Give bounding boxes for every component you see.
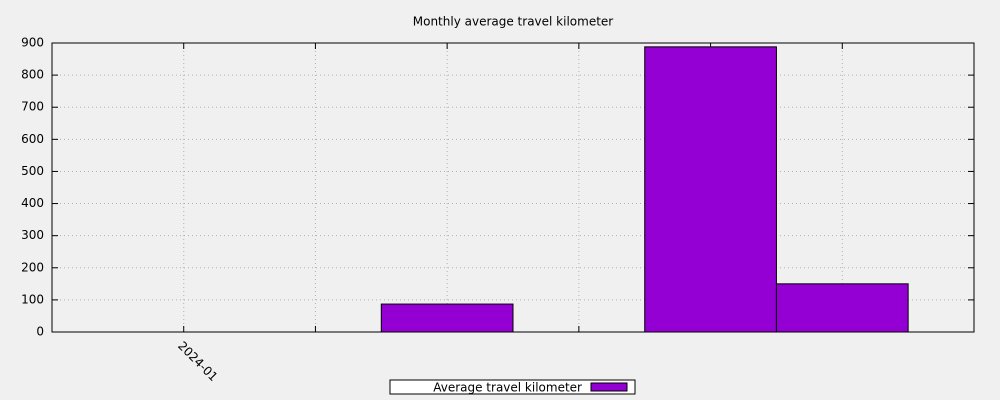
- y-tick-label: 400: [21, 196, 44, 210]
- y-tick-label: 800: [21, 68, 44, 82]
- legend-swatch: [590, 382, 628, 392]
- legend-box: [389, 379, 636, 395]
- bar: [380, 303, 514, 333]
- y-tick-label: 500: [21, 164, 44, 178]
- chart-title: Monthly average travel kilometer: [413, 15, 614, 29]
- legend-label: Average travel kilometer: [433, 381, 582, 395]
- y-tick-label: 0: [36, 325, 44, 339]
- y-tick-label: 200: [21, 260, 44, 274]
- y-tick-label: 300: [21, 228, 44, 242]
- y-tick-label: 900: [21, 36, 44, 50]
- bar: [644, 46, 777, 333]
- bar: [775, 283, 909, 333]
- y-tick-label: 700: [21, 100, 44, 114]
- plot-border: [51, 42, 975, 333]
- y-tick-label: 100: [21, 292, 44, 306]
- y-tick-label: 600: [21, 132, 44, 146]
